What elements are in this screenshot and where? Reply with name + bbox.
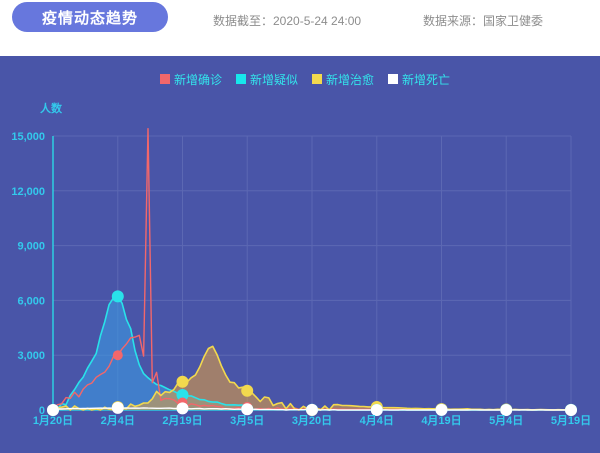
svg-text:3,000: 3,000 — [17, 350, 45, 362]
svg-text:1月20日: 1月20日 — [33, 414, 73, 427]
svg-text:人数: 人数 — [40, 101, 63, 115]
svg-text:2月4日: 2月4日 — [101, 414, 135, 427]
svg-text:5月19日: 5月19日 — [551, 414, 591, 427]
svg-text:3月5日: 3月5日 — [230, 414, 264, 427]
svg-text:6,000: 6,000 — [17, 295, 45, 307]
svg-text:5月4日: 5月4日 — [489, 414, 523, 427]
svg-text:12,000: 12,000 — [11, 186, 45, 198]
svg-text:15,000: 15,000 — [11, 131, 45, 143]
svg-text:2月19日: 2月19日 — [162, 414, 202, 427]
svg-text:4月19日: 4月19日 — [421, 414, 461, 427]
svg-text:9,000: 9,000 — [17, 241, 45, 253]
svg-text:4月4日: 4月4日 — [360, 414, 394, 427]
svg-text:3月20日: 3月20日 — [292, 414, 332, 427]
